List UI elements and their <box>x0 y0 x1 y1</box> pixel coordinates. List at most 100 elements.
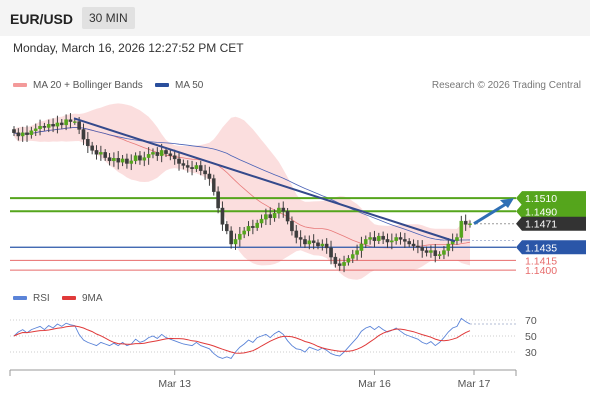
candle <box>207 166 212 186</box>
candle <box>68 113 73 129</box>
candle-body <box>277 207 281 214</box>
candle-body <box>324 243 329 249</box>
ma-bb-swatch-icon <box>13 83 27 88</box>
candle-body <box>55 122 60 127</box>
x-tick-label-Mar 16: Mar 16 <box>358 378 391 390</box>
candle-body <box>25 132 29 135</box>
candle <box>86 132 90 154</box>
candle-body <box>411 243 416 247</box>
candle-body <box>168 153 173 156</box>
candle-body <box>142 157 147 161</box>
candle <box>311 234 316 250</box>
candle-body <box>281 207 286 212</box>
level-label-1.1400: 1.1400 <box>525 265 557 277</box>
level-label-1.1415: 1.1415 <box>525 255 557 267</box>
candle-body <box>455 237 459 241</box>
candle-body <box>33 128 38 131</box>
candle-body <box>198 165 203 171</box>
candle <box>99 145 103 161</box>
rsi-ma-swatch-icon <box>62 296 76 301</box>
candle-body <box>372 237 377 241</box>
candle <box>229 226 233 249</box>
candle-body <box>255 222 260 228</box>
candle <box>268 207 273 226</box>
candle-body <box>146 154 151 158</box>
candle-body <box>381 235 385 240</box>
candle-body <box>350 254 355 259</box>
candle <box>420 240 425 258</box>
candle-body <box>242 230 246 235</box>
candle-body <box>203 170 207 175</box>
candle-body <box>377 235 381 241</box>
candle-body <box>125 158 129 164</box>
level-label-1.1490: 1.1490 <box>525 206 557 218</box>
candle <box>25 125 29 142</box>
candle-body <box>246 226 251 232</box>
candle-body <box>190 167 194 169</box>
candle <box>203 164 207 180</box>
candle <box>346 255 351 266</box>
candle <box>129 154 134 171</box>
candle-body <box>359 243 364 251</box>
candle <box>398 232 403 245</box>
candle-body <box>329 247 333 258</box>
level-tag-1.1435 <box>516 240 586 255</box>
candle-body <box>177 158 181 164</box>
candle <box>133 152 138 165</box>
candle <box>446 238 451 257</box>
ma50-swatch-icon <box>155 83 169 88</box>
candle <box>29 126 34 139</box>
candle <box>333 253 338 268</box>
symbol-label: EUR/USD <box>10 11 74 27</box>
candle <box>468 220 472 228</box>
candle <box>246 221 251 237</box>
legend-ma-bb-label: MA 20 + Bollinger Bands <box>33 80 143 91</box>
candle <box>46 119 51 133</box>
legend-ma-bb: MA 20 + Bollinger Bands <box>13 80 143 91</box>
candle <box>190 160 194 176</box>
candle <box>138 151 142 165</box>
candle-body <box>459 220 464 238</box>
candle <box>224 221 229 235</box>
candle-body <box>429 250 433 253</box>
candle-body <box>468 223 472 225</box>
candle-body <box>133 155 138 162</box>
candle <box>33 123 38 136</box>
candle-body <box>251 226 255 228</box>
candle <box>385 233 390 248</box>
candle <box>350 249 355 263</box>
ma50-line <box>13 126 471 241</box>
candle <box>151 148 155 159</box>
timeframe-button[interactable]: 30 MIN <box>82 7 135 29</box>
rsi-ma-line <box>13 325 471 354</box>
candle <box>142 151 147 167</box>
level-label-1.1510: 1.1510 <box>525 193 557 205</box>
candle <box>233 233 238 250</box>
candle-body <box>112 158 116 162</box>
candle-body <box>129 160 134 164</box>
candle-body <box>185 165 190 168</box>
legend-rsi: RSI <box>13 293 50 304</box>
candle-body <box>172 155 177 160</box>
candle <box>355 244 359 261</box>
candle <box>185 160 190 173</box>
candle-body <box>38 125 42 129</box>
candle <box>211 174 216 196</box>
candle-body <box>311 240 316 243</box>
candle <box>259 214 264 228</box>
candle <box>290 216 294 236</box>
trend-line <box>73 117 456 243</box>
rsi-level-label-70: 70 <box>525 315 537 327</box>
candle-body <box>320 243 325 247</box>
candle-body <box>68 119 73 122</box>
candle-body <box>407 241 412 245</box>
candle <box>381 231 385 244</box>
candle <box>320 239 325 251</box>
candle <box>216 186 220 214</box>
candle-body <box>294 230 299 238</box>
candle-body <box>268 214 273 219</box>
candle-body <box>20 132 25 137</box>
candle <box>181 159 186 170</box>
candle-body <box>238 233 242 240</box>
